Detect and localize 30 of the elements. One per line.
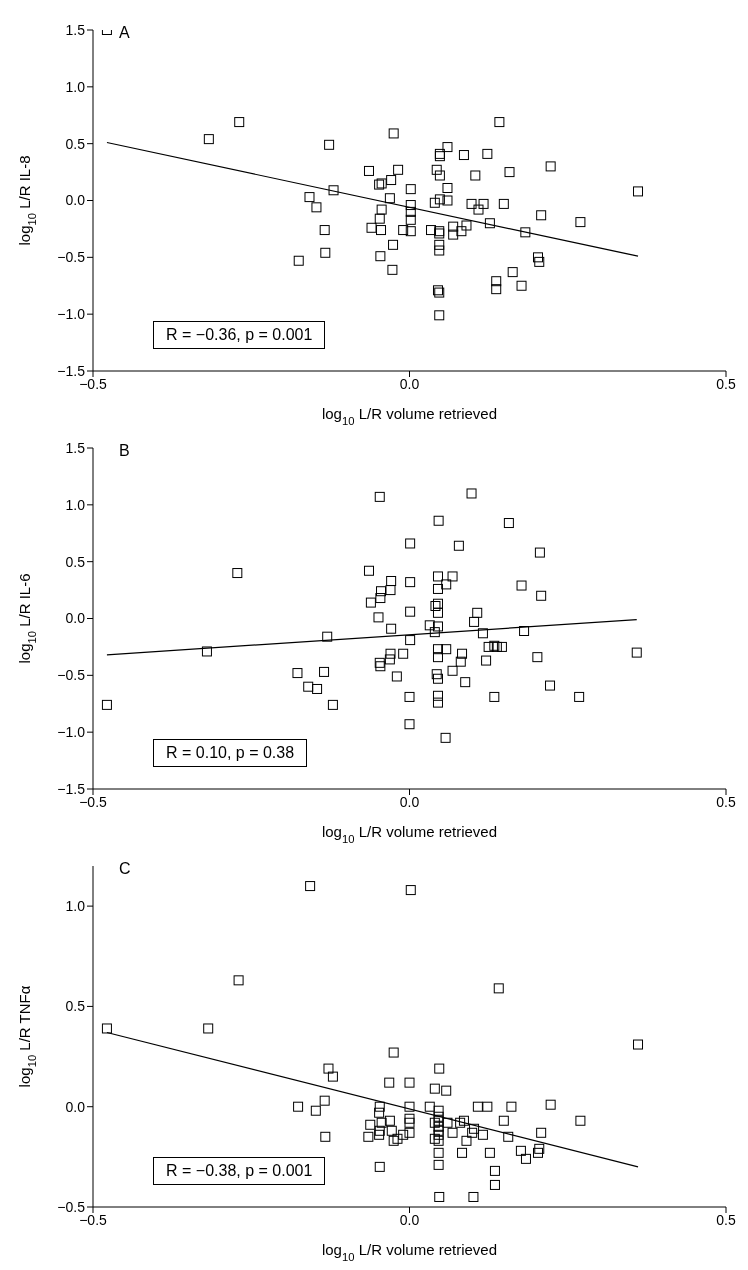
chart-title: C	[119, 860, 131, 878]
y-tick-label: −1.0	[57, 724, 86, 741]
y-tick-label: −1.0	[57, 306, 86, 323]
x-axis-title: log$_{10}$ L/R volume retrieved	[321, 1241, 498, 1263]
x-tick-label: 0.5	[716, 1211, 736, 1228]
y-tick-label: 0.0	[65, 1098, 86, 1115]
y-tick-label: 1.0	[65, 898, 86, 915]
x-axis-title: log$_{10}$ L/R volume retrieved	[321, 823, 498, 845]
annotation: R = −0.38, p = 0.001	[153, 1157, 326, 1185]
x-tick-label: 0.0	[399, 375, 420, 392]
x-axis-title: log$_{10}$ L/R volume retrieved	[321, 405, 498, 427]
annotation: R = 0.10, p = 0.38	[153, 739, 308, 767]
chart-title: A	[119, 24, 130, 42]
y-tick-label: 1.0	[65, 496, 86, 513]
annotation: R = −0.36, p = 0.001	[153, 321, 326, 349]
x-tick-label: 0.5	[716, 375, 736, 392]
y-tick-label: 0.5	[65, 135, 86, 152]
y-tick-label: −0.5	[57, 667, 86, 684]
y-tick-label: 1.5	[65, 439, 86, 456]
x-tick-label: 0.0	[399, 1211, 420, 1228]
y-tick-label: −0.5	[57, 249, 86, 266]
y-tick-label: 0.0	[65, 610, 86, 627]
x-tick-label: 0.0	[399, 793, 420, 810]
x-tick-label: 0.5	[716, 793, 736, 810]
y-tick-label: 0.0	[65, 192, 86, 209]
y-tick-label: 1.0	[65, 78, 86, 95]
y-tick-label: 1.5	[65, 21, 86, 38]
chart-title: B	[119, 442, 130, 460]
y-tick-label: 0.5	[65, 553, 86, 570]
y-tick-label: 0.5	[65, 998, 86, 1015]
